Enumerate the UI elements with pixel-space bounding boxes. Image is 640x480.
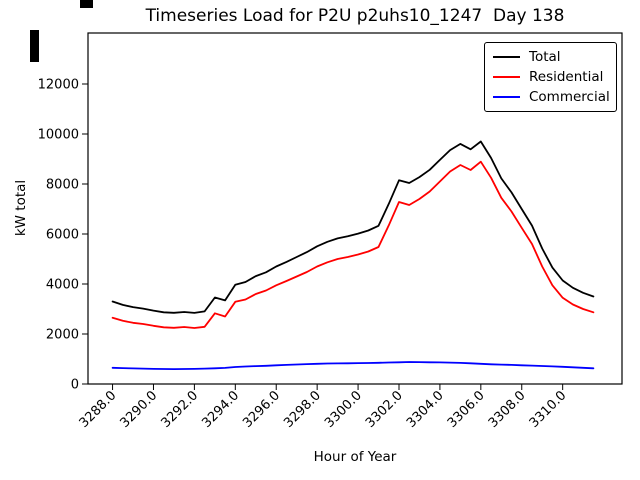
series-line-residential [111, 160, 595, 329]
chart-title: Timeseries Load for P2U p2uhs10_1247 Day… [145, 6, 565, 26]
screenshot-artifact [30, 30, 39, 62]
commercial-line-swatch [493, 96, 520, 98]
x-tick-label: 3292.0 [158, 388, 201, 431]
y-tick-label: 4000 [46, 278, 79, 293]
legend-entry-total: Total [493, 49, 608, 65]
y-tick-label: 2000 [46, 328, 79, 343]
legend-label-commercial: Commercial [529, 89, 610, 105]
x-tick-label: 3310.0 [527, 388, 570, 431]
y-tick-label: 6000 [46, 228, 79, 243]
legend-box: Total Residential Commercial [484, 42, 617, 112]
axes-frame [87, 32, 623, 385]
y-tick-label: 0 [71, 378, 79, 393]
y-tick-label: 8000 [46, 178, 79, 193]
y-tick-label: 10000 [38, 128, 79, 143]
x-tick-label: 3298.0 [281, 388, 324, 431]
series-line-total [111, 140, 595, 314]
x-tick-label: 3288.0 [77, 388, 120, 431]
legend-label-residential: Residential [529, 69, 604, 85]
x-tick-label: 3308.0 [486, 388, 529, 431]
legend-entry-residential: Residential [493, 69, 608, 85]
x-tick-label: 3306.0 [445, 388, 488, 431]
x-tick-label: 3302.0 [363, 388, 406, 431]
residential-line-swatch [493, 76, 520, 78]
x-tick-label: 3296.0 [240, 388, 283, 431]
total-line-swatch [493, 56, 520, 58]
screenshot-artifact [80, 0, 93, 8]
legend-label-total: Total [529, 49, 561, 65]
legend-entry-commercial: Commercial [493, 89, 610, 105]
x-tick-label: 3304.0 [404, 388, 447, 431]
x-tick-label: 3294.0 [199, 388, 242, 431]
x-tick-label: 3290.0 [118, 388, 161, 431]
series-line-commercial [111, 361, 595, 371]
x-tick-label: 3300.0 [322, 388, 365, 431]
y-axis-label: kW total [13, 179, 29, 237]
y-tick-label: 12000 [38, 78, 79, 93]
x-axis-label: Hour of Year [313, 449, 397, 465]
